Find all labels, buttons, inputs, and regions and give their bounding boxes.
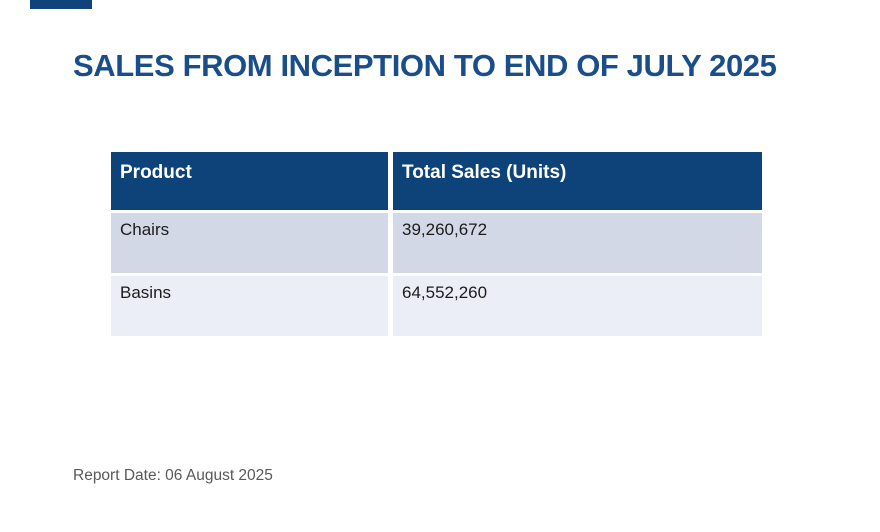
- table-cell-row1-product: Chairs: [111, 213, 388, 273]
- page-title: SALES FROM INCEPTION TO END OF JULY 2025: [73, 48, 777, 83]
- table-cell-row2-product: Basins: [111, 276, 388, 336]
- table-header-total-sales: Total Sales (Units): [393, 152, 762, 210]
- sales-table: Product Total Sales (Units) Chairs 39,26…: [111, 152, 762, 336]
- table-cell-row1-total-sales: 39,260,672: [393, 213, 762, 273]
- table-header-product: Product: [111, 152, 388, 210]
- table-cell-row2-total-sales: 64,552,260: [393, 276, 762, 336]
- top-left-accent-bar: [30, 0, 92, 9]
- report-date: Report Date: 06 August 2025: [73, 467, 273, 484]
